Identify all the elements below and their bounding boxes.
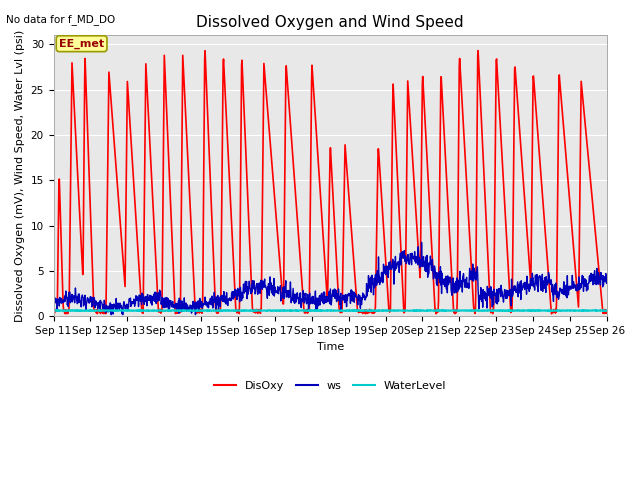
DisOxy [489, 311, 497, 316]
ws [108, 312, 115, 318]
Line: WaterLevel: WaterLevel [54, 310, 607, 311]
ws [173, 302, 181, 308]
Text: EE_met: EE_met [59, 38, 104, 49]
Y-axis label: Dissolved Oxygen (mV), Wind Speed, Water Lvl (psi): Dissolved Oxygen (mV), Wind Speed, Water… [15, 30, 25, 322]
DisOxy [235, 309, 243, 315]
WaterLevel [159, 308, 167, 313]
WaterLevel [417, 308, 424, 313]
ws [418, 240, 426, 245]
DisOxy [173, 311, 180, 316]
ws [159, 298, 167, 304]
ws [489, 288, 497, 294]
Line: ws: ws [54, 242, 607, 315]
DisOxy [416, 275, 424, 280]
WaterLevel [218, 308, 226, 314]
ws [603, 278, 611, 284]
ws [417, 262, 424, 267]
WaterLevel [538, 308, 546, 313]
DisOxy [474, 48, 482, 53]
DisOxy [603, 309, 611, 315]
Line: DisOxy: DisOxy [54, 50, 607, 314]
DisOxy [548, 311, 556, 317]
DisOxy [50, 307, 58, 312]
WaterLevel [50, 308, 58, 313]
ws [538, 280, 546, 286]
DisOxy [159, 179, 167, 184]
ws [50, 300, 58, 306]
WaterLevel [235, 308, 243, 313]
Legend: DisOxy, ws, WaterLevel: DisOxy, ws, WaterLevel [210, 376, 451, 395]
WaterLevel [173, 308, 180, 313]
WaterLevel [427, 307, 435, 313]
WaterLevel [603, 308, 611, 313]
Title: Dissolved Oxygen and Wind Speed: Dissolved Oxygen and Wind Speed [196, 15, 464, 30]
DisOxy [538, 180, 545, 186]
Text: No data for f_MD_DO: No data for f_MD_DO [6, 14, 116, 25]
ws [235, 293, 243, 299]
WaterLevel [489, 308, 497, 314]
X-axis label: Time: Time [317, 342, 344, 352]
